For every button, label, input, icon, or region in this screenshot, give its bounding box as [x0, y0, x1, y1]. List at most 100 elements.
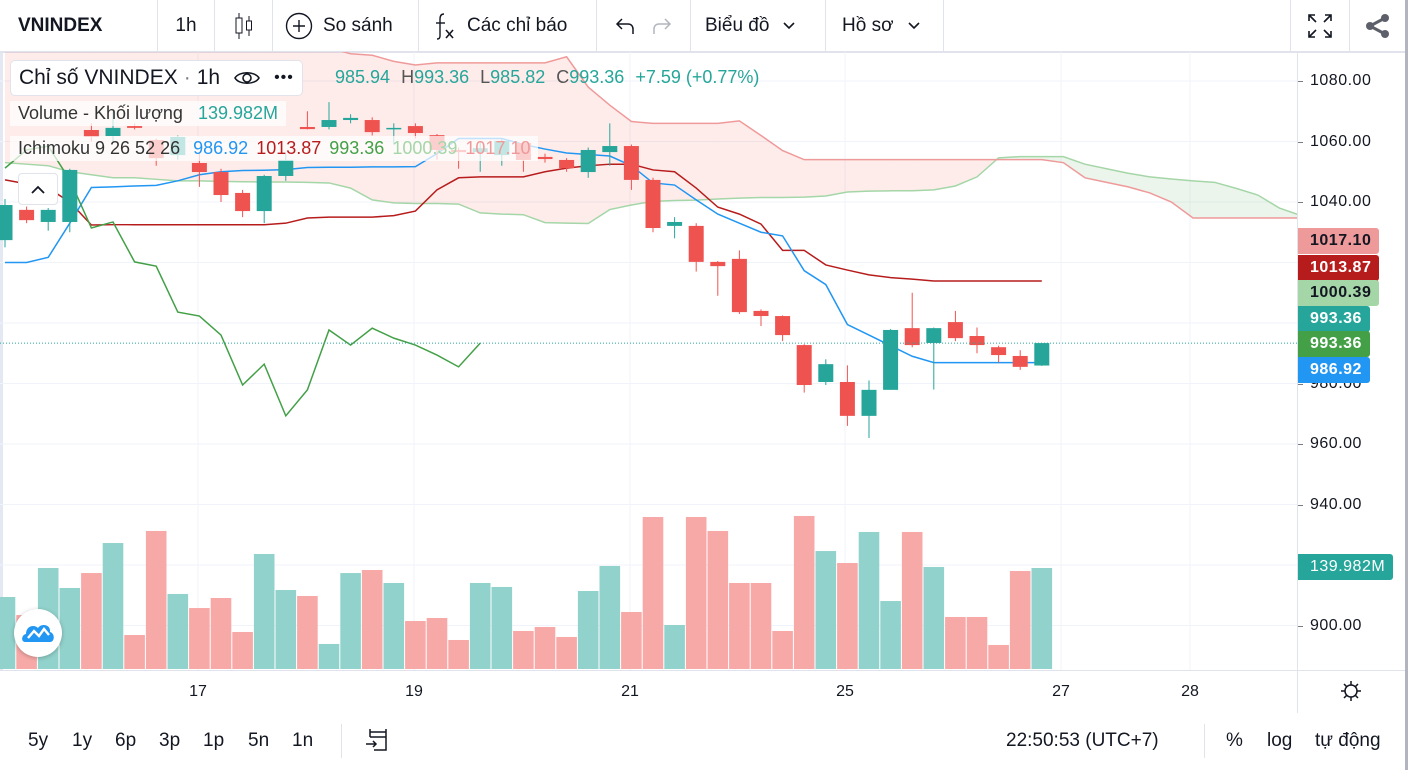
range-button-1y[interactable]: 1y	[72, 730, 93, 751]
ichimoku-cloud-segment	[372, 55, 394, 203]
interval-button[interactable]: 1h	[158, 0, 215, 51]
volume-bar	[491, 586, 513, 669]
price-badge: 1000.39	[1298, 280, 1380, 306]
price-axis[interactable]: 1080.00 1060.00 1040.00 980.00 960.00 940.00 9…	[1297, 52, 1406, 670]
log-scale-toggle[interactable]: log	[1267, 730, 1293, 751]
volume-bar	[469, 582, 491, 669]
volume-bar	[556, 636, 577, 669]
volume-legend[interactable]: Volume - Khối lượng 139.982M	[10, 101, 287, 126]
high-label: H	[401, 67, 415, 87]
volume-bar	[664, 624, 685, 669]
eye-icon[interactable]	[234, 69, 261, 87]
volume-bar	[361, 570, 383, 669]
ichimoku-cloud-segment	[674, 123, 697, 201]
volume-bar	[945, 616, 966, 669]
compare-button[interactable]: So sánh	[273, 0, 419, 51]
price-badge: 986.92	[1298, 357, 1370, 383]
share-button[interactable]	[1350, 0, 1405, 51]
ichimoku-legend[interactable]: Ichimoku 9 26 52 26 986.92 1013.87 993.36 1…	[10, 136, 539, 161]
chart-menu-label: Biểu đồ	[705, 14, 770, 36]
range-button-5n[interactable]: 5n	[248, 730, 270, 751]
open-value: 985.94	[335, 67, 391, 87]
time-tick-label: 27	[1052, 683, 1070, 700]
volume-bar	[642, 516, 664, 669]
candle-body	[299, 126, 315, 130]
auto-scale-toggle[interactable]: tự động	[1315, 730, 1381, 751]
volume-value: 139.982M	[197, 103, 279, 123]
ichimoku-cloud-segment	[566, 56, 589, 224]
chart-menu-button[interactable]: Biểu đồ	[691, 0, 826, 51]
window-scrollbar[interactable]	[1405, 0, 1408, 770]
volume-bar	[880, 601, 901, 669]
ichimoku-cloud-segment	[782, 150, 805, 198]
collapse-legend-button[interactable]	[18, 173, 58, 205]
divider	[1204, 724, 1205, 758]
compare-label: So sánh	[323, 14, 393, 36]
volume-bar	[318, 643, 340, 669]
range-button-1n[interactable]: 1n	[292, 730, 314, 751]
fullscreen-button[interactable]	[1291, 0, 1350, 51]
price-badge: 1017.10	[1298, 228, 1380, 254]
volume-bar	[275, 589, 297, 669]
more-options-icon[interactable]: •••	[274, 69, 294, 86]
candle-body	[256, 175, 272, 212]
volume-bar	[1009, 571, 1031, 669]
candle-body	[969, 336, 985, 346]
symbol-search-button[interactable]: VNINDEX	[0, 0, 158, 51]
legend-interval: 1h	[196, 66, 221, 89]
undo-icon[interactable]	[615, 16, 637, 36]
candle-body	[602, 146, 618, 153]
candle-body	[775, 316, 791, 336]
clock-timezone[interactable]: 22:50:53 (UTC+7)	[1006, 730, 1159, 751]
go-to-date-icon[interactable]	[365, 728, 391, 754]
range-button-3p[interactable]: 3p	[159, 730, 181, 751]
range-button-1p[interactable]: 1p	[203, 730, 225, 751]
volume-bar	[621, 611, 642, 669]
percent-scale-toggle[interactable]: %	[1226, 730, 1243, 751]
candle-body	[1012, 355, 1028, 367]
close-value: 993.36	[569, 67, 625, 87]
volume-bar	[124, 635, 145, 669]
close-label: C	[556, 67, 570, 87]
time-tick-label: 19	[405, 683, 423, 700]
candle-body	[753, 310, 769, 317]
volume-bar	[81, 573, 102, 669]
candle-body	[1034, 343, 1050, 366]
volume-bar	[145, 530, 167, 669]
volume-bar	[102, 543, 124, 669]
time-axis[interactable]: 17 19 21 25 27 28	[0, 670, 1405, 713]
ichimoku-cloud-segment	[696, 123, 718, 201]
ichimoku-cloud-segment	[933, 159, 956, 190]
price-badge: 1013.87	[1298, 255, 1380, 281]
ichimoku-cloud-segment	[912, 159, 934, 191]
volume-label: Volume - Khối lượng	[18, 103, 183, 123]
symbol-legend[interactable]: Chỉ số VNINDEX · 1h •••	[10, 60, 303, 96]
range-button-5y[interactable]: 5y	[28, 730, 49, 751]
change-value: +7.59 (+0.77%)	[635, 67, 760, 87]
volume-bar	[707, 530, 729, 669]
ichimoku-cloud-segment	[739, 120, 761, 199]
ichimoku-cloud-segment	[609, 105, 632, 210]
candle-body	[407, 126, 423, 134]
price-tick-label: 900.00	[1298, 616, 1362, 634]
indicators-button[interactable]: Các chỉ báo	[419, 0, 597, 51]
ichimoku-cloud-segment	[804, 159, 826, 198]
settings-gear-icon[interactable]	[1340, 680, 1362, 702]
candle-body	[731, 258, 747, 313]
time-tick-label: 25	[836, 683, 854, 700]
ichimoku-cloud-segment	[1193, 180, 1215, 219]
legend-title: Chỉ số VNINDEX	[19, 66, 178, 89]
candle-body	[537, 156, 553, 160]
range-button-6p[interactable]: 6p	[115, 730, 137, 751]
price-tick-label: 1060.00	[1297, 132, 1372, 150]
ichimoku-value: 986.92	[193, 138, 249, 158]
redo-icon[interactable]	[650, 16, 672, 36]
ichimoku-value: 1013.87	[256, 138, 322, 158]
profile-menu-button[interactable]: Hồ sơ	[826, 0, 944, 51]
ichimoku-cloud-segment	[1257, 195, 1280, 219]
tradingview-logo-button[interactable]	[14, 609, 62, 657]
chart-type-button[interactable]	[215, 0, 273, 51]
candle-body	[796, 345, 812, 386]
plus-circle-icon	[285, 12, 313, 39]
volume-bar	[297, 595, 318, 669]
